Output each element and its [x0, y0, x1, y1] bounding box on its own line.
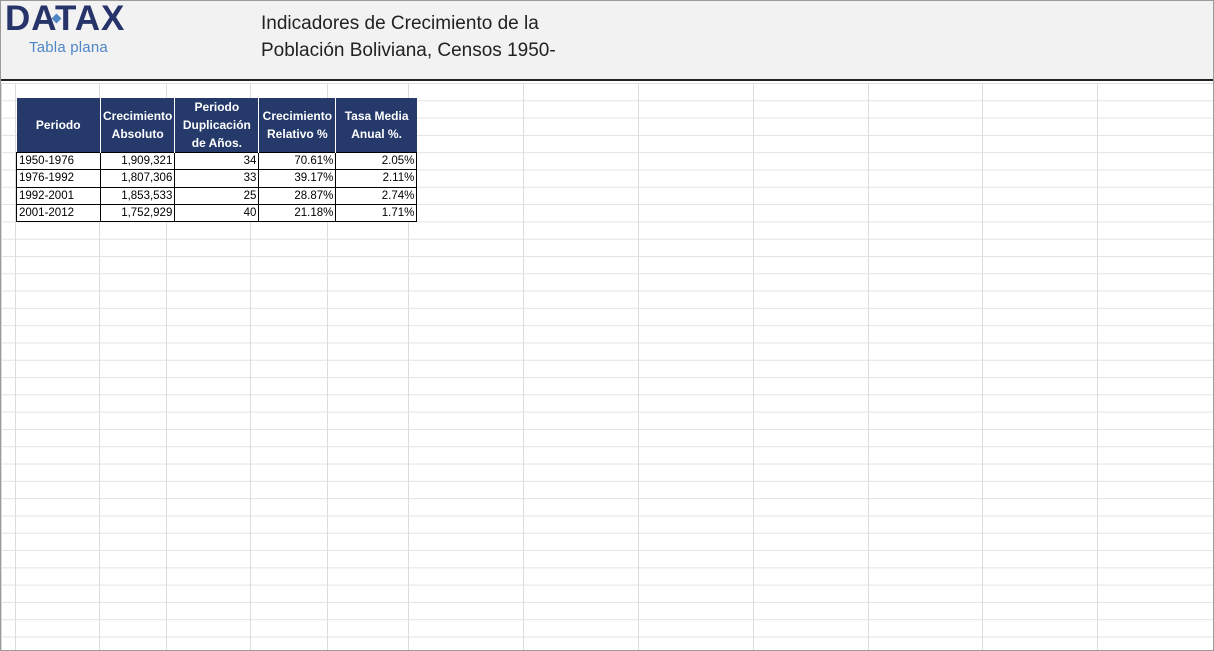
column-gridline [15, 83, 16, 650]
cell-crecimiento-relativo[interactable]: 28.87% [258, 186, 337, 205]
header-cell-periodo-duplicacion[interactable]: Periodo Duplicación de Años. [174, 98, 260, 153]
cell-periodo-duplicacion[interactable]: 33 [174, 169, 260, 188]
header-cell-tasa-media[interactable]: Tasa Media Anual %. [335, 98, 417, 153]
column-gridline [982, 83, 983, 650]
logo-subtitle: Tabla plana [29, 39, 108, 56]
cell-tasa-media[interactable]: 1.71% [335, 203, 418, 223]
title-line-2: Población Boliviana, Censos 1950- [261, 40, 556, 61]
cell-tasa-media[interactable]: 2.11% [335, 169, 418, 188]
cell-periodo[interactable]: 1992-2001 [16, 186, 101, 205]
column-gridline [868, 83, 869, 650]
cell-crecimiento-relativo[interactable]: 70.61% [258, 151, 337, 171]
cell-periodo[interactable]: 2001-2012 [16, 203, 101, 223]
column-gridline [327, 83, 328, 650]
cell-crecimiento-relativo[interactable]: 21.18% [258, 203, 337, 223]
column-gridline [408, 83, 409, 650]
cell-crecimiento-absoluto[interactable]: 1,909,321 [99, 151, 176, 171]
table-row: 1976-1992 1,807,306 33 39.17% 2.11% [16, 169, 418, 188]
column-gridline [753, 83, 754, 650]
column-gridline [523, 83, 524, 650]
column-gridline [638, 83, 639, 650]
header-cell-crecimiento-absoluto[interactable]: Crecimiento Absoluto [100, 98, 176, 153]
table-header-row: Periodo Crecimiento Absoluto Periodo Dup… [16, 98, 417, 153]
header-cell-crecimiento-relativo[interactable]: Crecimiento Relativo % [258, 98, 337, 153]
column-gridline [166, 83, 167, 650]
cell-tasa-media[interactable]: 2.74% [335, 186, 418, 205]
cell-crecimiento-absoluto[interactable]: 1,752,929 [99, 203, 176, 223]
growth-indicators-table: Periodo Crecimiento Absoluto Periodo Dup… [16, 98, 418, 223]
table-row: 2001-2012 1,752,929 40 21.18% 1.71% [16, 203, 418, 223]
spreadsheet-grid[interactable]: Periodo Crecimiento Absoluto Periodo Dup… [1, 83, 1213, 650]
datax-logo: DATAX [5, 0, 126, 38]
column-gridline [1097, 83, 1098, 650]
header-cell-periodo[interactable]: Periodo [16, 98, 101, 153]
cell-periodo-duplicacion[interactable]: 34 [174, 151, 260, 171]
cell-periodo[interactable]: 1950-1976 [16, 151, 101, 171]
cell-periodo[interactable]: 1976-1992 [16, 169, 101, 188]
cell-periodo-duplicacion[interactable]: 25 [174, 186, 260, 205]
table-row: 1992-2001 1,853,533 25 28.87% 2.74% [16, 186, 418, 205]
page-title: Indicadores de Crecimiento de la Poblaci… [261, 10, 581, 64]
cell-crecimiento-absoluto[interactable]: 1,807,306 [99, 169, 176, 188]
header-banner: DATAX Tabla plana Indicadores de Crecimi… [1, 0, 1213, 81]
cell-crecimiento-relativo[interactable]: 39.17% [258, 169, 337, 188]
cell-crecimiento-absoluto[interactable]: 1,853,533 [99, 186, 176, 205]
table-row: 1950-1976 1,909,321 34 70.61% 2.05% [16, 151, 418, 171]
cell-periodo-duplicacion[interactable]: 40 [174, 203, 260, 223]
title-line-1: Indicadores de Crecimiento de la [261, 13, 539, 34]
column-gridline [99, 83, 100, 650]
column-gridline [250, 83, 251, 650]
cell-tasa-media[interactable]: 2.05% [335, 151, 418, 171]
